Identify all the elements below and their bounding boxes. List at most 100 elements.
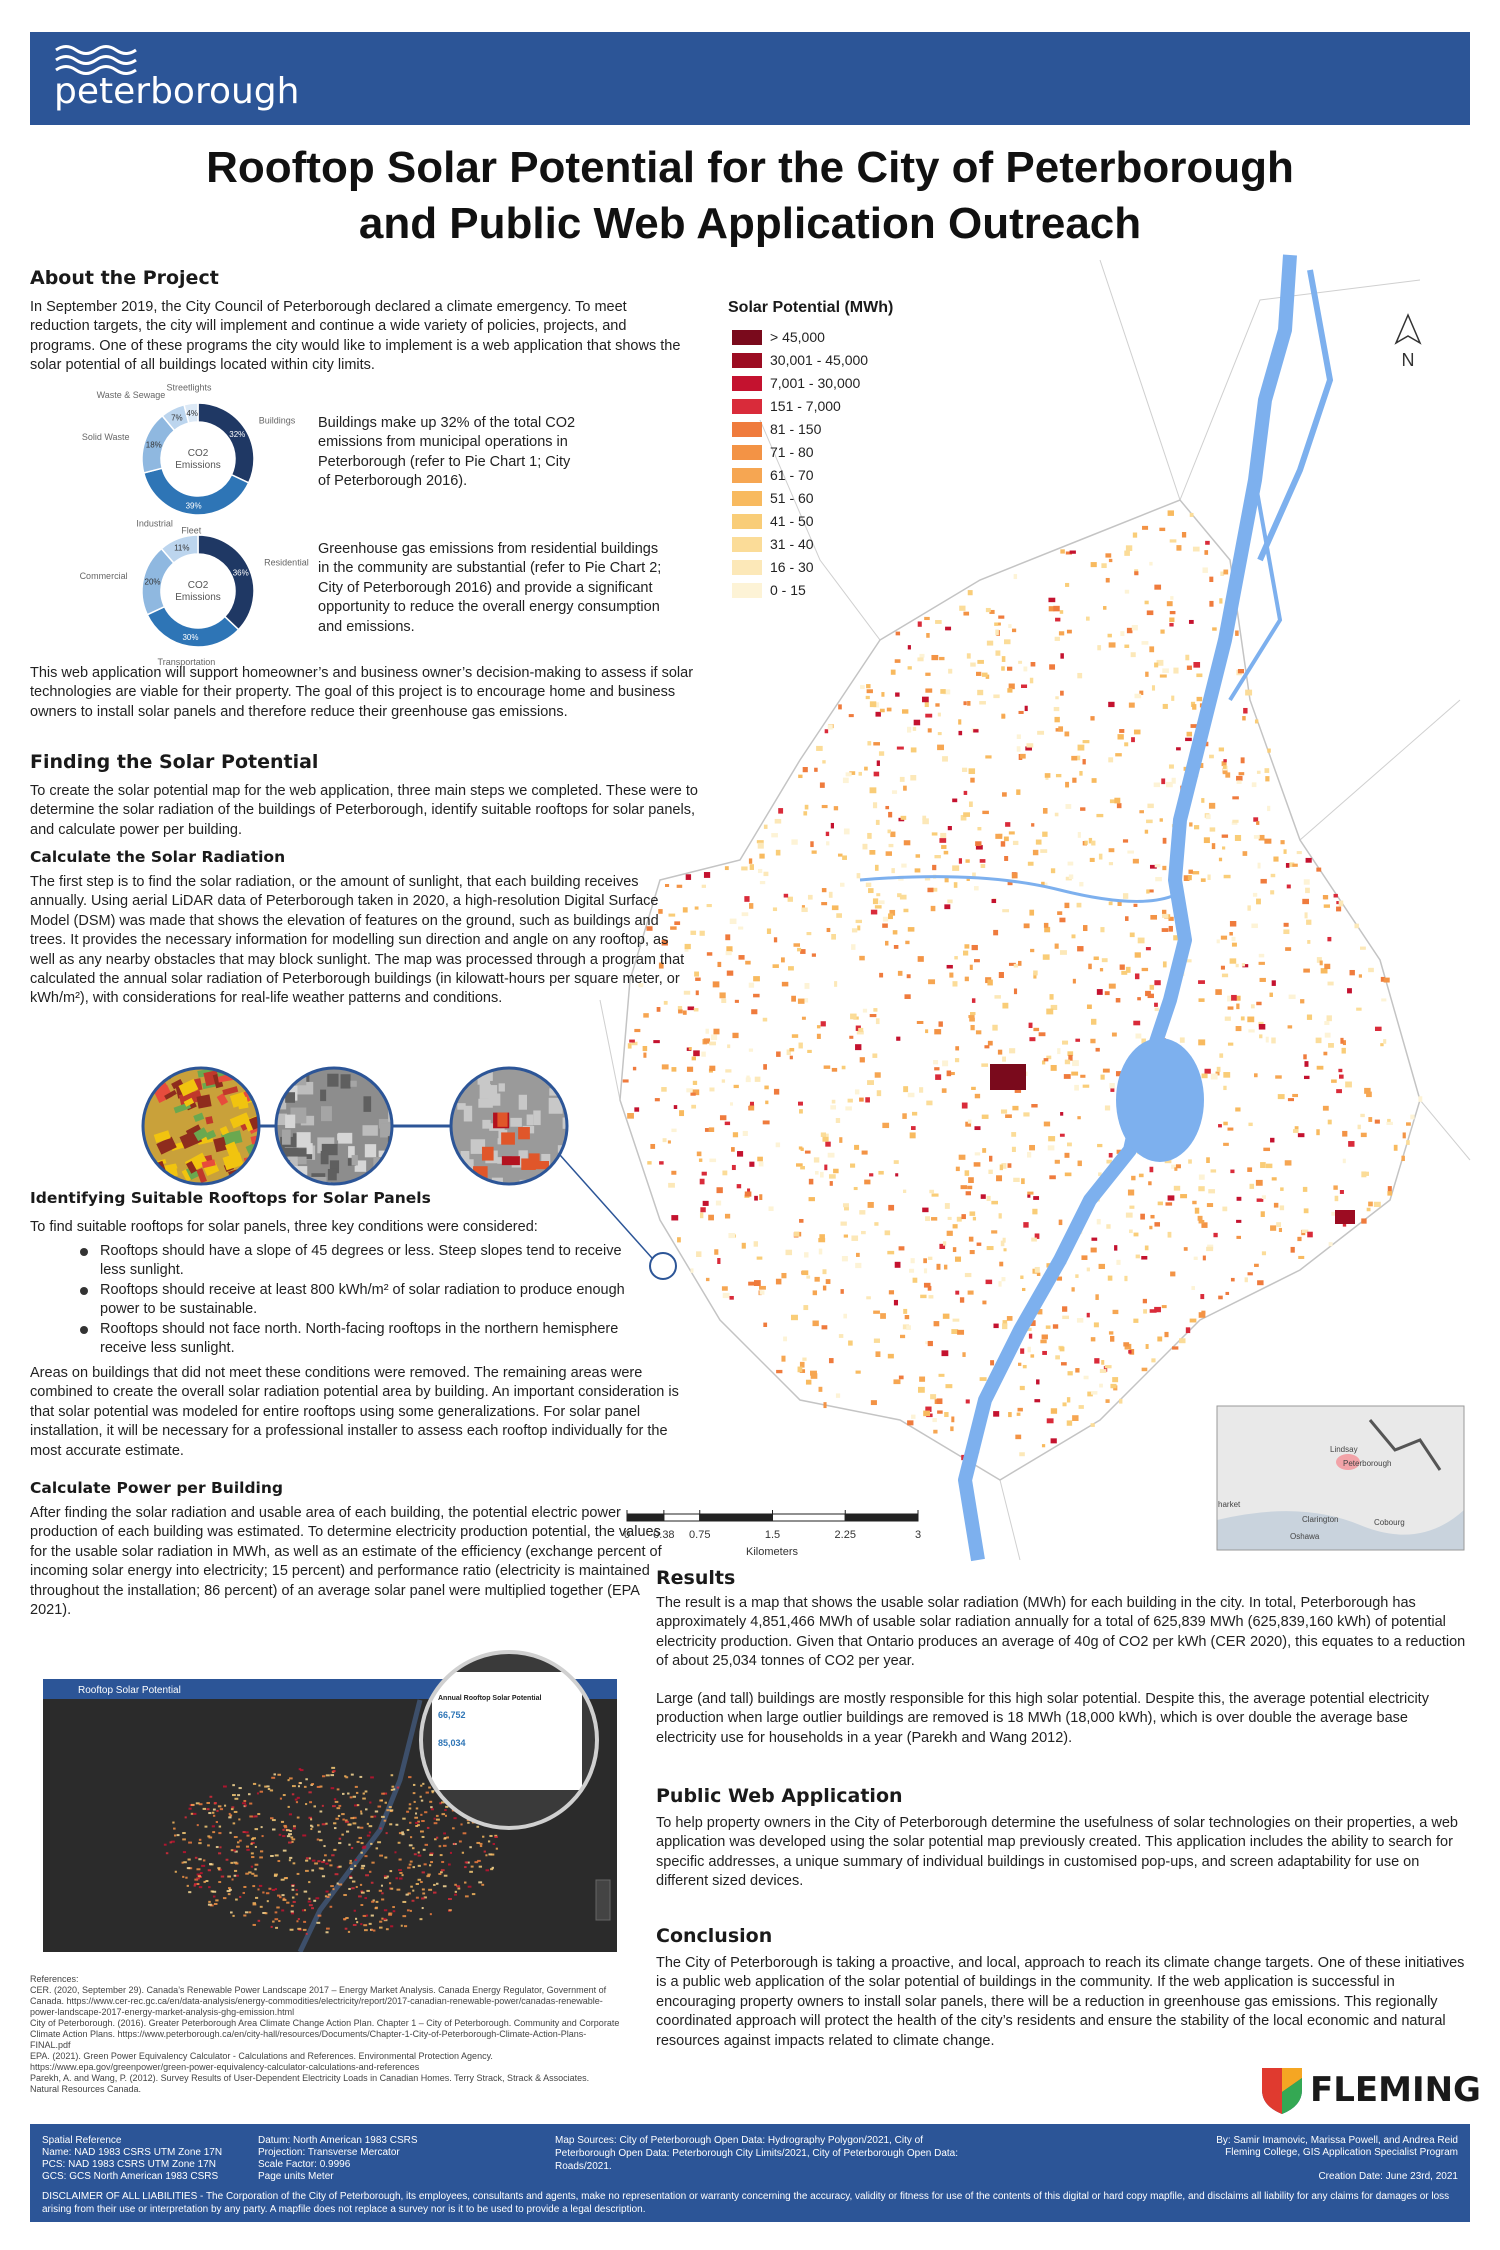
road: [999, 1479, 1021, 1561]
screen-building: [433, 1822, 438, 1825]
building: [923, 1282, 931, 1288]
building: [1146, 610, 1154, 616]
center-label: CO2: [188, 448, 209, 459]
screen-building: [336, 1788, 340, 1791]
building: [854, 1089, 860, 1095]
building: [1401, 1155, 1405, 1162]
screen-building: [349, 1875, 353, 1878]
building: [1189, 822, 1193, 827]
screen-building: [262, 1911, 267, 1914]
screen-building: [235, 1862, 239, 1865]
building: [1041, 1334, 1048, 1340]
building: [1341, 1047, 1346, 1054]
building: [789, 1055, 793, 1060]
screen-building: [389, 1887, 392, 1890]
screen-building: [309, 1801, 313, 1804]
building: [910, 747, 917, 753]
building: [748, 1281, 755, 1286]
building: [701, 1171, 707, 1176]
building: [1224, 1016, 1231, 1021]
building: [1234, 995, 1241, 1001]
screen-building: [408, 1807, 412, 1810]
building: [1032, 1208, 1038, 1215]
building: [830, 822, 835, 829]
building: [1104, 991, 1110, 996]
screen-building: [265, 1892, 270, 1895]
building: [972, 872, 976, 879]
screen-building: [292, 1862, 296, 1865]
building: [751, 1009, 758, 1015]
building: [1124, 589, 1130, 594]
building: [1062, 1306, 1068, 1312]
building: [677, 1237, 681, 1243]
building: [1023, 666, 1028, 672]
building: [1057, 911, 1063, 915]
screen-building: [182, 1832, 186, 1835]
building: [1101, 958, 1108, 963]
screen-building: [359, 1775, 363, 1778]
screen-building: [470, 1865, 474, 1868]
screen-building: [449, 1851, 453, 1854]
screen-building: [266, 1900, 269, 1903]
screen-building: [335, 1817, 339, 1820]
texture: [388, 1145, 392, 1160]
building: [1169, 539, 1177, 543]
screen-building: [271, 1819, 276, 1822]
building: [1110, 1086, 1115, 1092]
large-building: [1335, 1210, 1355, 1224]
building: [729, 918, 737, 925]
screen-building: [429, 1853, 434, 1856]
building: [1154, 863, 1161, 868]
building: [1231, 942, 1237, 947]
building: [827, 724, 833, 730]
building: [825, 1141, 831, 1147]
screen-building: [316, 1785, 321, 1788]
building: [1149, 1309, 1157, 1313]
building: [1050, 1438, 1057, 1444]
screen-building: [491, 1866, 494, 1869]
building: [734, 999, 739, 1003]
building: [1236, 775, 1243, 781]
building: [895, 692, 900, 697]
screen-building: [207, 1844, 210, 1847]
building: [1080, 1074, 1086, 1078]
screen-building: [409, 1821, 412, 1824]
legend-swatch: [732, 468, 762, 483]
screen-building: [397, 1841, 401, 1844]
screen-building: [456, 1885, 461, 1888]
building: [859, 1210, 866, 1215]
screen-building: [274, 1918, 279, 1921]
building: [1323, 904, 1330, 908]
building: [933, 1060, 939, 1065]
screen-building: [389, 1809, 394, 1812]
screen-building: [283, 1824, 287, 1827]
screen-building: [448, 1863, 451, 1866]
building: [1059, 610, 1064, 614]
building: [1007, 666, 1013, 671]
building: [1087, 1391, 1093, 1397]
building: [964, 976, 969, 982]
category-label: Fleet: [181, 526, 202, 536]
building: [953, 882, 958, 888]
building: [842, 1203, 849, 1208]
building: [951, 1416, 955, 1423]
building: [729, 1295, 734, 1300]
building: [1102, 1068, 1110, 1073]
screen-building: [242, 1831, 246, 1834]
building: [1001, 656, 1006, 662]
building: [1065, 804, 1072, 809]
building: [893, 1379, 901, 1385]
building: [1016, 734, 1021, 739]
screen-building: [284, 1826, 288, 1829]
screen-building: [325, 1774, 330, 1777]
building: [799, 1361, 805, 1368]
building: [894, 659, 901, 663]
building: [1218, 857, 1223, 862]
screen-building: [414, 1816, 418, 1819]
building: [980, 864, 986, 868]
building: [917, 956, 924, 962]
building: [662, 1138, 667, 1143]
road: [1099, 259, 1181, 501]
legend-swatch: [732, 537, 762, 552]
screen-building: [332, 1770, 336, 1773]
